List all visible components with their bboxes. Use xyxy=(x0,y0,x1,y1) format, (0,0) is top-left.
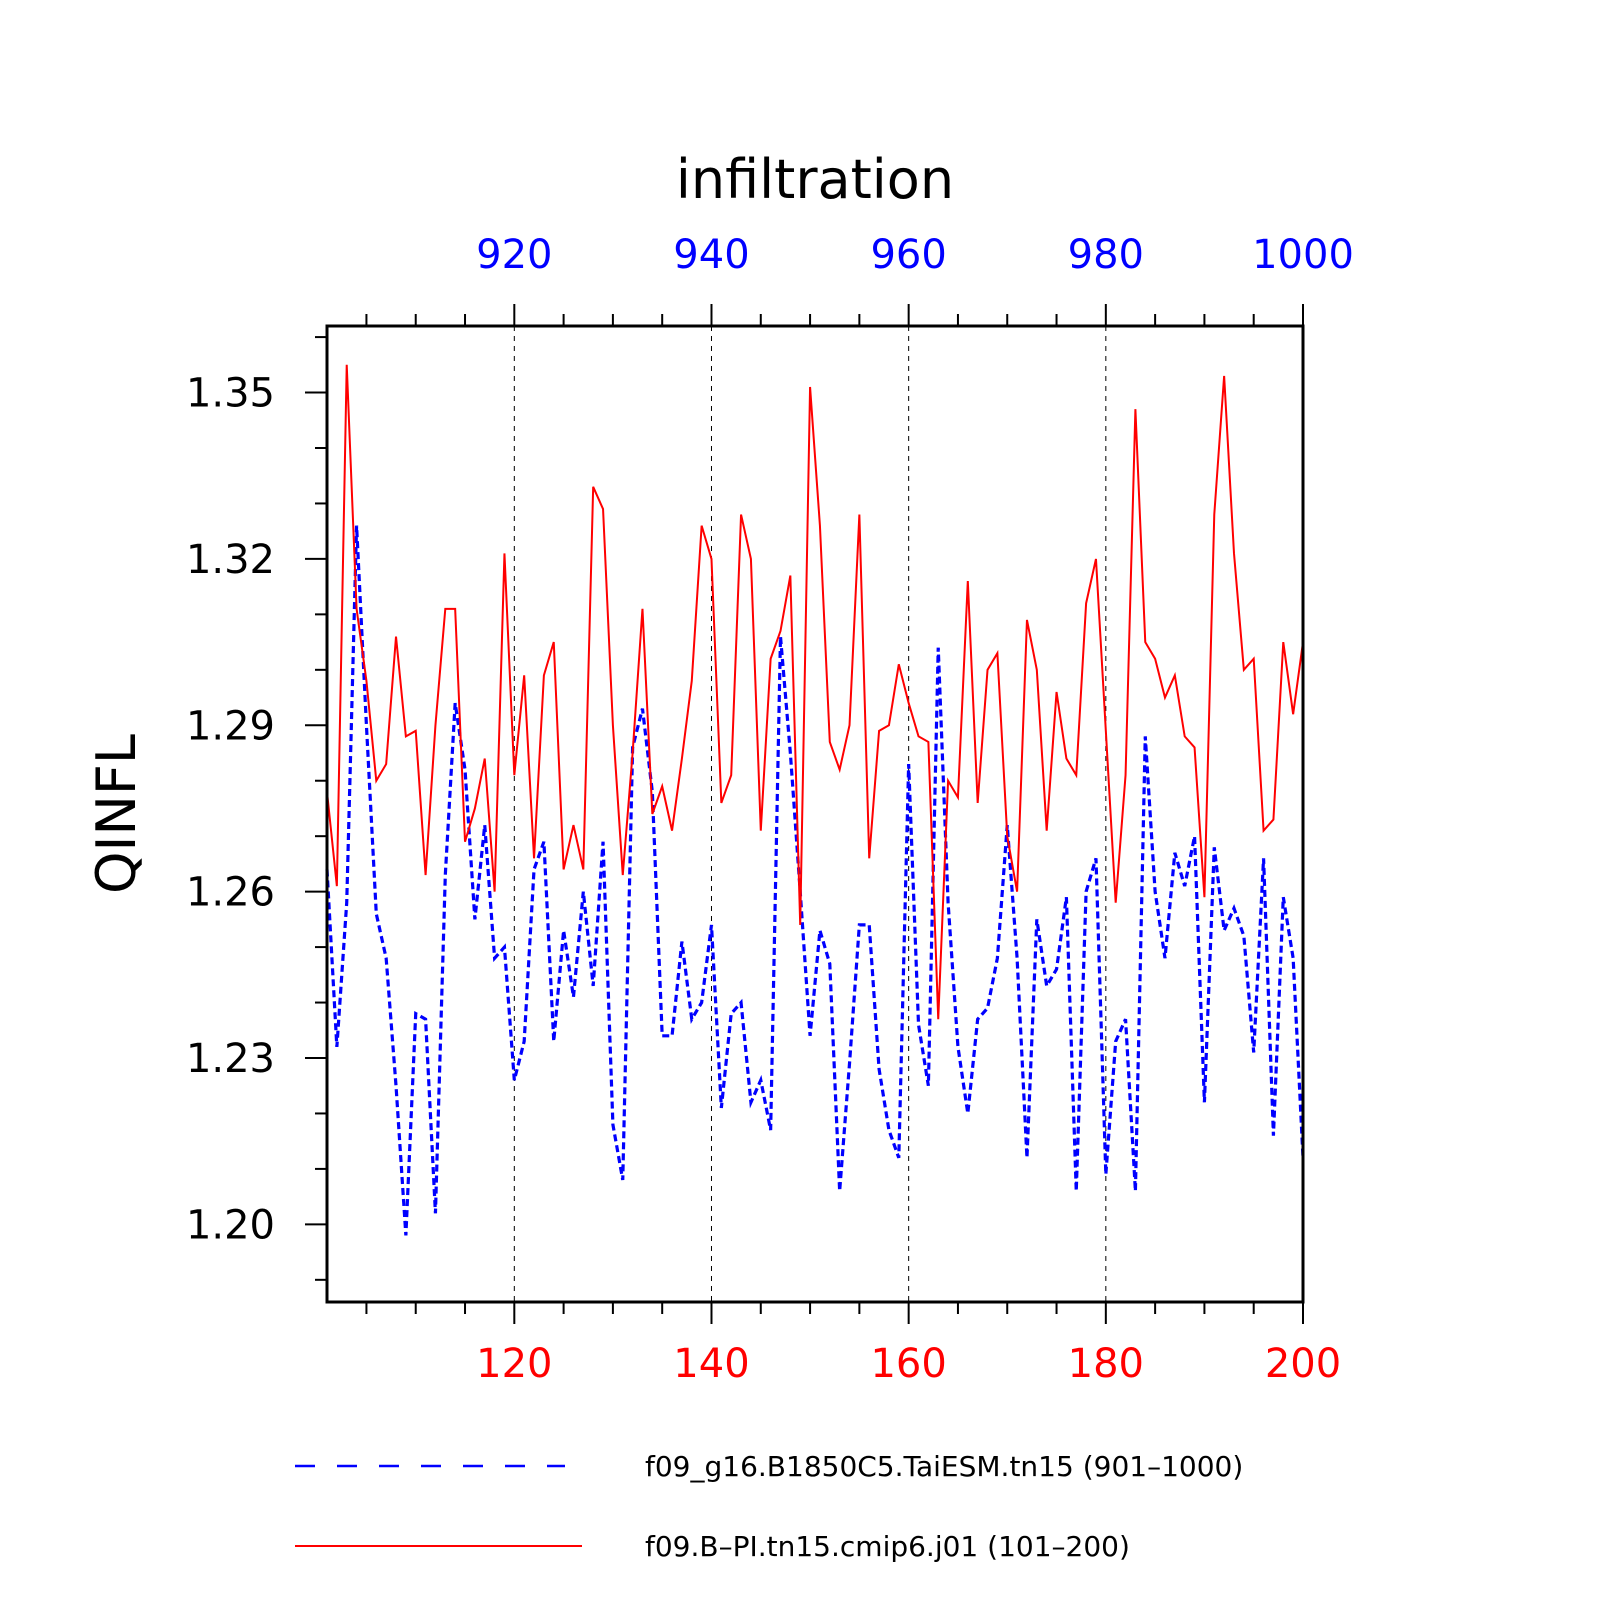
legend-label-cmip6: f09.B–PI.tn15.cmip6.j01 (101–200) xyxy=(645,1530,1130,1563)
top-tick-label: 980 xyxy=(1068,232,1144,278)
y-tick-label: 1.35 xyxy=(186,371,275,417)
x-tick-label: 180 xyxy=(1068,1341,1144,1387)
top-tick-label: 1000 xyxy=(1252,232,1354,278)
series-line-taiesm xyxy=(325,525,1305,1236)
grid-lines xyxy=(513,326,1107,1302)
legend-label-taiesm: f09_g16.B1850C5.TaiESM.tn15 (901–1000) xyxy=(645,1450,1243,1483)
series-cmip6 xyxy=(326,364,1304,1020)
plot-frame xyxy=(325,324,1305,1304)
y-axis-label: QINFL xyxy=(85,734,148,894)
y-tick-label: 1.32 xyxy=(186,537,275,583)
y-tick-label: 1.29 xyxy=(186,703,275,749)
x-tick-label: 120 xyxy=(476,1341,552,1387)
legend: f09_g16.B1850C5.TaiESM.tn15 (901–1000) f… xyxy=(295,1450,1243,1563)
chart-title: infiltration xyxy=(676,148,954,211)
y-tick-label: 1.20 xyxy=(186,1202,275,1248)
x-tick-label: 140 xyxy=(673,1341,749,1387)
series-line-cmip6 xyxy=(326,364,1304,1020)
axis-ticks xyxy=(305,304,1304,1324)
y-tick-label: 1.26 xyxy=(186,870,275,916)
x-tick-label: 160 xyxy=(870,1341,946,1387)
x-tick-label: 200 xyxy=(1265,1341,1341,1387)
top-tick-label: 940 xyxy=(673,232,749,278)
series-taiesm xyxy=(325,525,1305,1236)
axis-tick-labels: 120 140 160 180 200 920 940 960 980 1000 1.20 1.23 1… xyxy=(186,232,1354,1387)
y-tick-label: 1.23 xyxy=(186,1036,275,1082)
top-tick-label: 960 xyxy=(870,232,946,278)
top-tick-label: 920 xyxy=(476,232,552,278)
